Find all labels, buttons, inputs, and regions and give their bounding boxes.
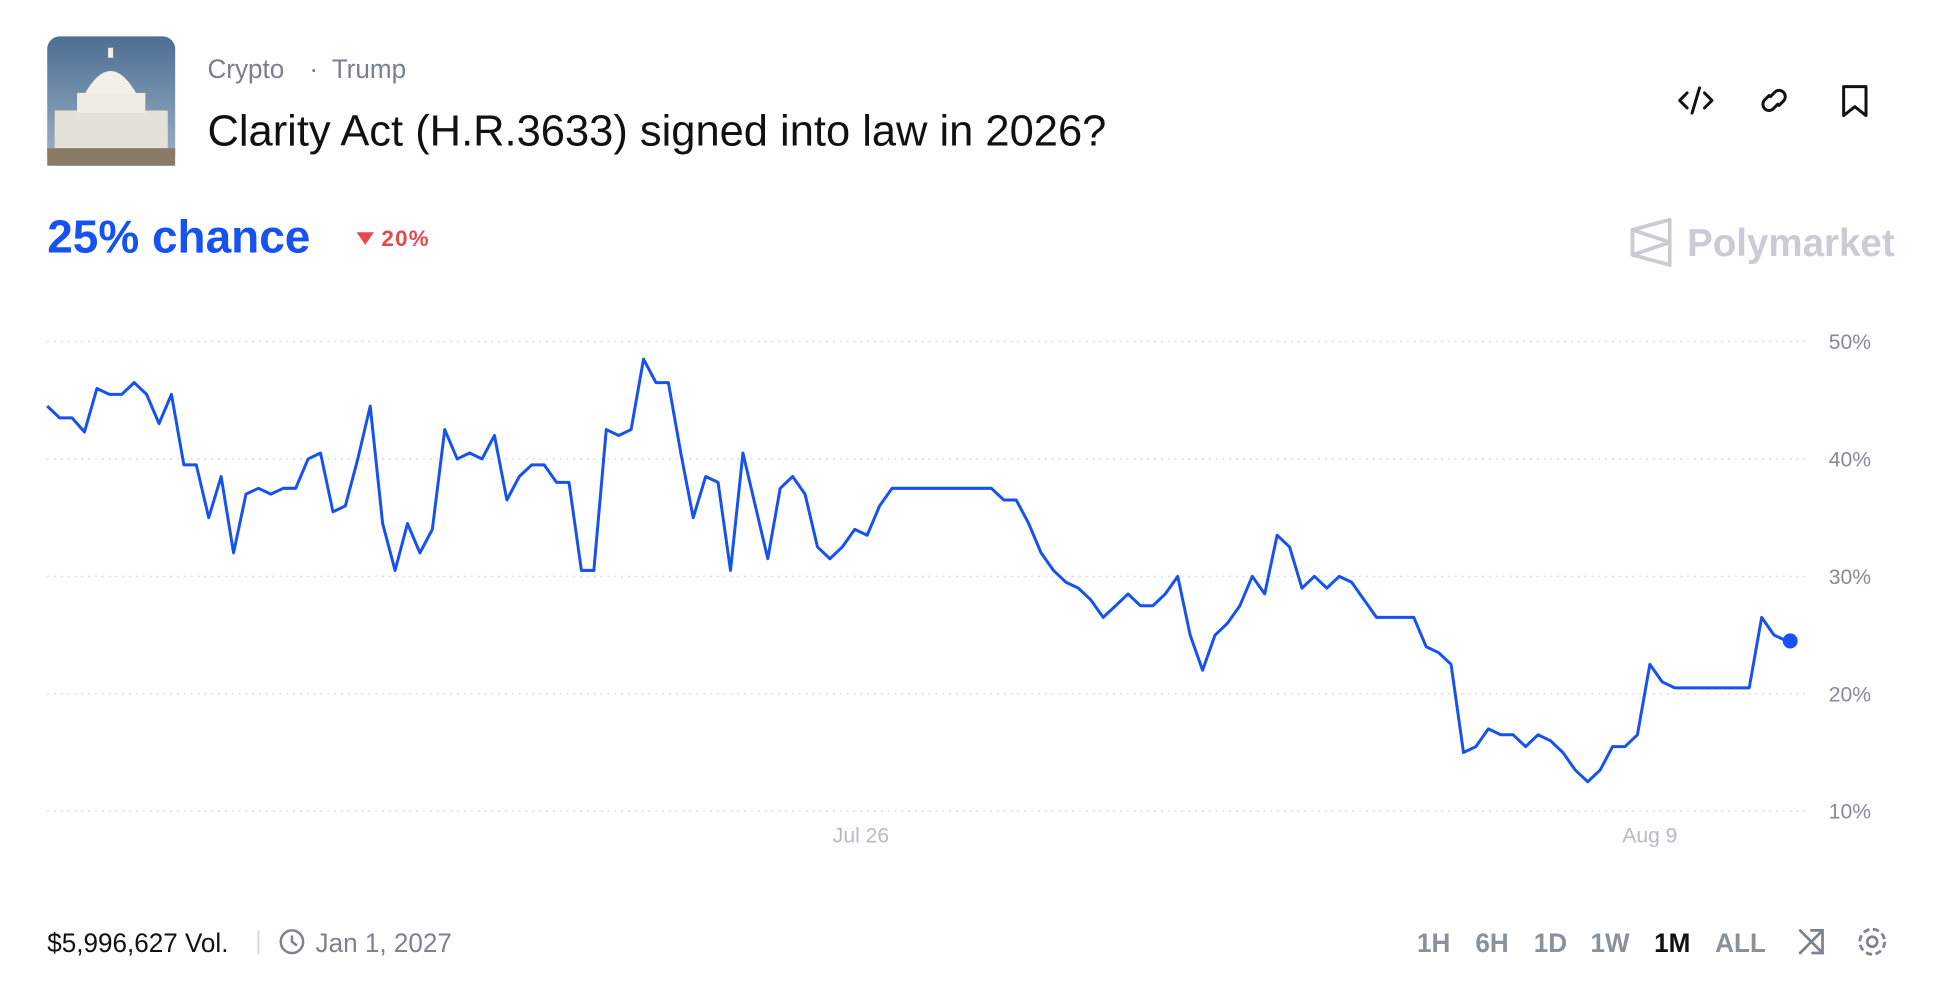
range-selector: 1H 6H 1D 1W 1M ALL	[1417, 928, 1766, 958]
y-tick-label: 20%	[1829, 683, 1871, 706]
y-tick-label: 50%	[1829, 331, 1871, 354]
category-tag[interactable]: Crypto	[207, 54, 284, 84]
change: 20%	[381, 226, 429, 251]
current-point	[1782, 633, 1798, 649]
bookmark-button[interactable]	[1842, 85, 1868, 118]
brand-name: Polymarket	[1687, 222, 1895, 265]
y-tick-label: 40%	[1829, 448, 1871, 471]
down-arrow	[356, 232, 374, 245]
y-tick-label: 30%	[1829, 566, 1871, 589]
shuffle-button[interactable]	[1798, 929, 1824, 955]
range-button[interactable]: 1D	[1534, 928, 1567, 958]
price-line	[46, 357, 1788, 784]
range-button[interactable]: 6H	[1475, 928, 1508, 958]
x-tick-label: Jul 26	[833, 824, 889, 847]
y-tick-label: 10%	[1829, 801, 1871, 824]
chance: 25% chance	[47, 210, 310, 262]
plot: 10% 20% 30% 40% 50% Jul 26 Aug 9	[46, 331, 1871, 848]
volume: $5,996,627 Vol.	[47, 928, 228, 958]
market-image	[47, 36, 176, 166]
separator: ·	[309, 54, 318, 84]
clock-icon	[279, 929, 305, 955]
settings-button[interactable]	[1858, 927, 1887, 956]
range-button[interactable]: 1M	[1654, 928, 1690, 958]
category-tag[interactable]: Trump	[332, 54, 406, 84]
range-button[interactable]: ALL	[1715, 928, 1766, 958]
range-button[interactable]: 1W	[1591, 928, 1630, 958]
brand-logo: Polymarket	[1630, 217, 1895, 267]
market-title: Clarity Act (H.R.3633) signed into law i…	[207, 106, 1106, 155]
link-button[interactable]	[1761, 88, 1787, 112]
embed-button[interactable]	[1678, 86, 1714, 115]
end-date: Jan 1, 2027	[316, 928, 452, 958]
x-tick-label: Aug 9	[1622, 824, 1677, 847]
range-button[interactable]: 1H	[1417, 928, 1450, 958]
